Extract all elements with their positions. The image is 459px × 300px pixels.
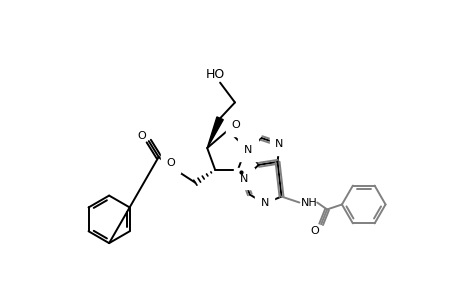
Text: N: N [243, 145, 252, 155]
Text: N: N [275, 139, 283, 149]
Polygon shape [245, 148, 250, 152]
Text: NH: NH [300, 197, 317, 208]
Polygon shape [207, 117, 223, 148]
Text: O: O [231, 120, 240, 130]
Text: N: N [260, 199, 268, 208]
Text: O: O [310, 226, 319, 236]
Text: O: O [137, 131, 146, 141]
Text: O: O [166, 158, 174, 168]
Text: N: N [239, 174, 247, 184]
Text: HO: HO [205, 68, 224, 81]
